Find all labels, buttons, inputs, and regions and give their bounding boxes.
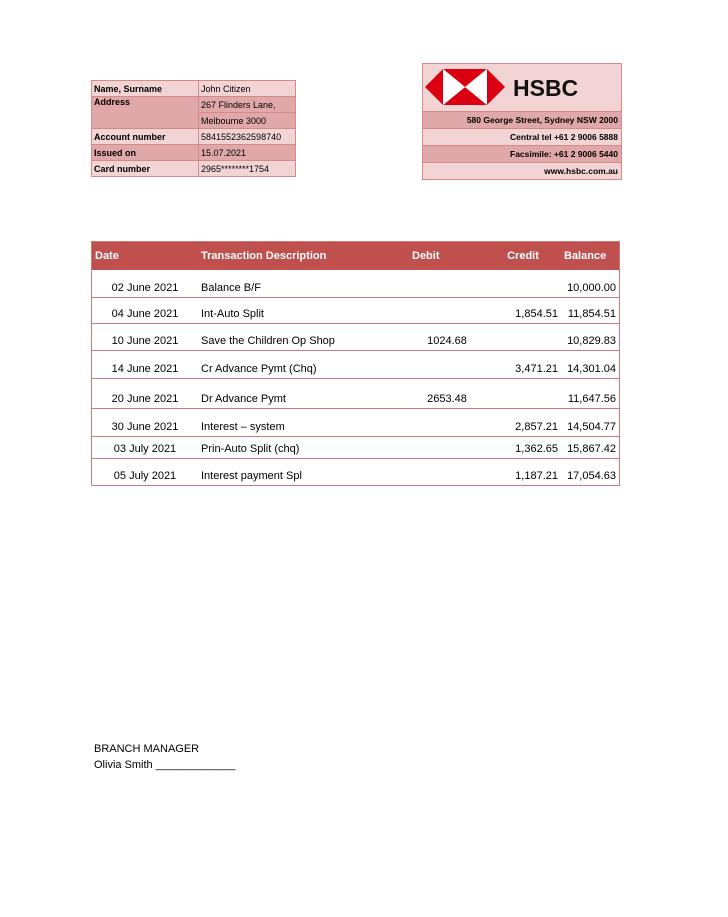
signature-block: BRANCH MANAGER Olivia Smith ____________…	[94, 741, 235, 773]
table-row: 04 June 2021 Int-Auto Split 1,854.51 11,854…	[91, 297, 620, 324]
cell-credit	[485, 270, 561, 298]
signature-title: BRANCH MANAGER	[94, 743, 200, 755]
header-date: Date	[91, 241, 198, 270]
cell-balance: 11,647.56	[561, 378, 620, 409]
value: Melbourne 3000	[198, 112, 296, 129]
cell-balance: 10,829.83	[561, 323, 620, 351]
cell-balance: 15,867.42	[561, 436, 620, 459]
header-credit: Credit	[485, 241, 561, 270]
cell-balance: 17,054.63	[561, 458, 620, 486]
cell-debit	[409, 270, 485, 298]
table-row: 20 June 2021 Dr Advance Pymt 2653.48 11,647…	[91, 378, 620, 409]
cell-credit	[485, 323, 561, 351]
cell-debit: 1024.68	[409, 323, 485, 351]
customer-info-table: Name, Surname John Citizen Address 267 Fli…	[91, 80, 296, 177]
table-row: 14 June 2021 Cr Advance Pymt (Chq) 3,471.2…	[91, 350, 620, 379]
cell-credit: 1,362.65	[485, 436, 561, 459]
cell-date: 02 June 2021	[91, 270, 198, 298]
hsbc-hexagon-icon	[425, 69, 505, 105]
label: Card number	[91, 160, 199, 177]
cell-credit: 2,857.21	[485, 408, 561, 437]
table-row: 03 July 2021 Prin-Auto Split (chq) 1,362.6…	[91, 436, 620, 459]
hsbc-logo: HSBC	[423, 64, 621, 111]
cell-description: Prin-Auto Split (chq)	[198, 436, 409, 459]
bank-tel: Central tel +61 2 9006 5888	[423, 128, 621, 145]
label: Account number	[91, 128, 199, 145]
cell-description: Interest – system	[198, 408, 409, 437]
cell-description: Dr Advance Pymt	[198, 378, 409, 409]
transactions-table: Date Transaction Description Debit Credi…	[91, 241, 620, 486]
cell-date: 14 June 2021	[91, 350, 198, 379]
cell-credit: 1,854.51	[485, 297, 561, 324]
cell-debit	[409, 458, 485, 486]
bank-info-box: HSBC 580 George Street, Sydney NSW 2000 …	[422, 63, 622, 180]
bank-name: HSBC	[513, 75, 579, 101]
cell-description: Balance B/F	[198, 270, 409, 298]
cell-balance: 14,301.04	[561, 350, 620, 379]
bank-web: www.hsbc.com.au	[423, 162, 621, 179]
cell-debit	[409, 436, 485, 459]
value: 267 Flinders Lane,	[198, 96, 296, 113]
header-debit: Debit	[409, 241, 485, 270]
cell-description: Cr Advance Pymt (Chq)	[198, 350, 409, 379]
bank-fax: Facsimile: +61 2 9006 5440	[423, 145, 621, 162]
cell-debit	[409, 350, 485, 379]
value: 15.07.2021	[198, 144, 296, 161]
cell-debit: 2653.48	[409, 378, 485, 409]
cell-date: 05 July 2021	[91, 458, 198, 486]
bank-address: 580 George Street, Sydney NSW 2000	[423, 111, 621, 128]
table-row: 05 July 2021 Interest payment Spl 1,187.21…	[91, 458, 620, 486]
value: 2965********1754	[198, 160, 296, 177]
cell-date: 20 June 2021	[91, 378, 198, 409]
cell-date: 03 July 2021	[91, 436, 198, 459]
table-row: 10 June 2021 Save the Children Op Shop 102…	[91, 323, 620, 351]
cell-credit	[485, 378, 561, 409]
cell-balance: 14,504.77	[561, 408, 620, 437]
cell-debit	[409, 408, 485, 437]
cell-date: 10 June 2021	[91, 323, 198, 351]
label: Issued on	[91, 144, 199, 161]
cell-date: 04 June 2021	[91, 297, 198, 324]
cell-description: Save the Children Op Shop	[198, 323, 409, 351]
cell-balance: 10,000.00	[561, 270, 620, 298]
cell-credit: 3,471.21	[485, 350, 561, 379]
cell-debit	[409, 297, 485, 324]
table-row: 30 June 2021 Interest – system 2,857.21 14,…	[91, 408, 620, 437]
cell-date: 30 June 2021	[91, 408, 198, 437]
cell-description: Interest payment Spl	[198, 458, 409, 486]
value: John Citizen	[198, 80, 296, 97]
value: 5841552362598740	[198, 128, 296, 145]
cell-balance: 11,854.51	[561, 297, 620, 324]
signature-line: _____________	[155, 759, 236, 771]
cell-credit: 1,187.21	[485, 458, 561, 486]
signature-name: Olivia Smith	[94, 759, 153, 771]
table-row: 02 June 2021 Balance B/F 10,000.00	[91, 270, 620, 298]
header-description: Transaction Description	[198, 241, 409, 270]
cell-description: Int-Auto Split	[198, 297, 409, 324]
header-balance: Balance	[561, 241, 620, 270]
label: Address	[91, 96, 199, 129]
label: Name, Surname	[91, 80, 199, 97]
